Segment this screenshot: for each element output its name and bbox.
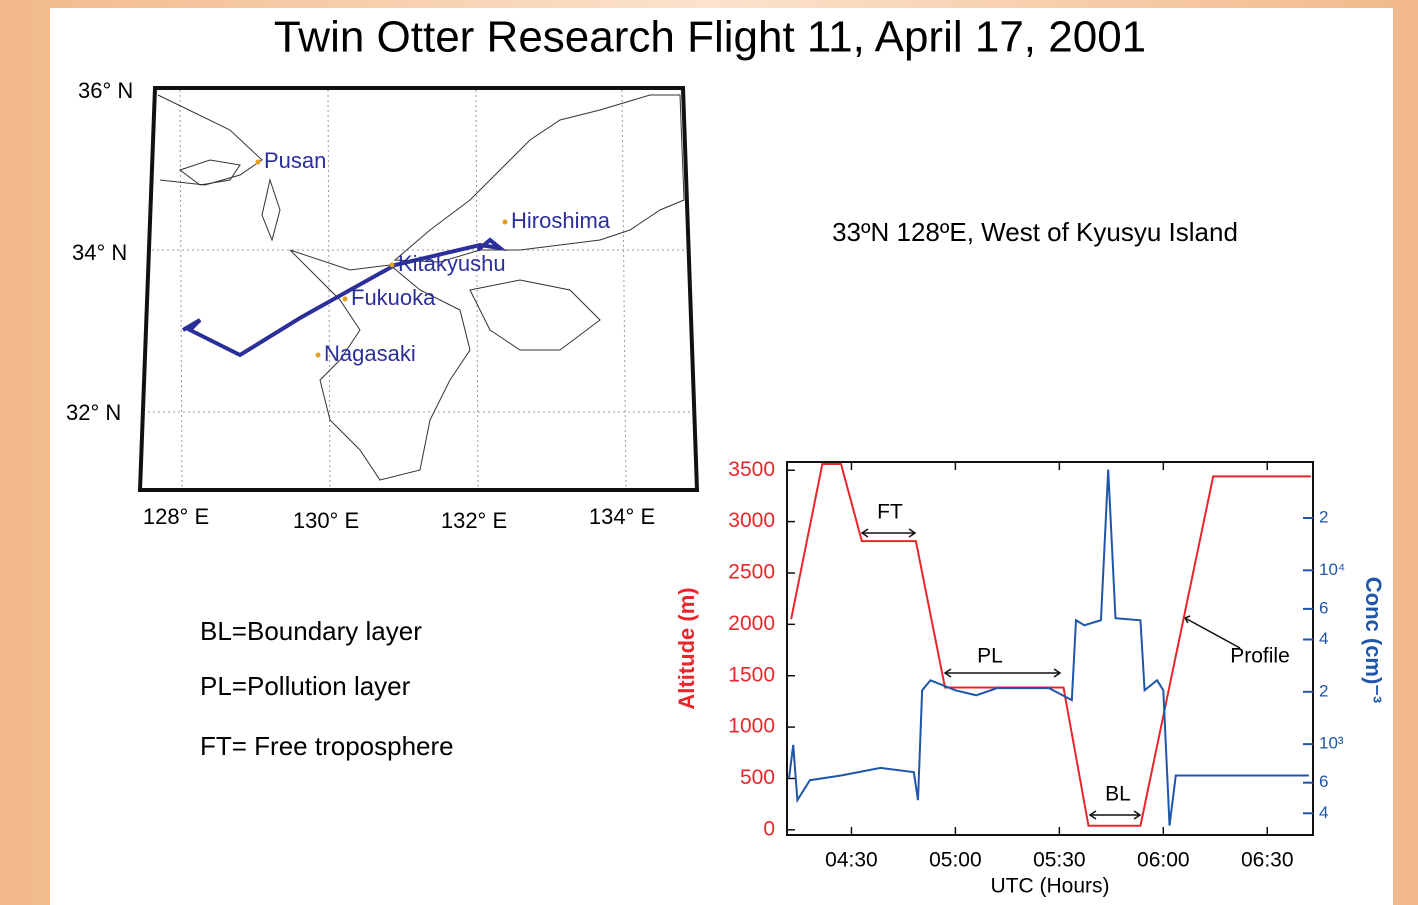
annotation-arrows [860, 528, 1241, 820]
y-tick-label: 500 [740, 766, 775, 789]
y-tick-label: 1500 [728, 663, 775, 686]
y2-tick-label: 6 [1319, 772, 1328, 791]
y2-tick-label: 4 [1319, 629, 1328, 648]
x-tick-label: 05:00 [929, 849, 982, 872]
x-tick-label: 06:00 [1137, 849, 1190, 872]
y2-tick-label: 10⁴ [1319, 560, 1345, 579]
y2-tick-label: 4 [1319, 803, 1328, 822]
definition: PL=Pollution layer [200, 671, 411, 701]
y-axis-label: Altitude (m) [674, 587, 699, 709]
annotation: Profile [1230, 645, 1290, 668]
y-tick-label: 2500 [728, 561, 775, 584]
city-label: Hiroshima [511, 208, 611, 233]
map-frame [137, 86, 700, 492]
y-tick-label: 1000 [728, 715, 775, 738]
x-axis-label: UTC (Hours) [991, 875, 1110, 898]
city-label: Kitakyushu [398, 251, 506, 276]
lon-label: 128° E [143, 504, 209, 529]
plot-frame [786, 461, 1314, 836]
series-line [788, 469, 1309, 826]
x-tick-label: 06:30 [1241, 849, 1294, 872]
coastline [157, 94, 685, 481]
location: 33ºN 128ºE, West of Kyusyu Island [832, 217, 1238, 247]
city-label: Pusan [264, 148, 326, 173]
y-tick-label: 3000 [728, 509, 775, 532]
definition: FT= Free troposphere [200, 731, 454, 761]
map-grid [148, 89, 692, 491]
x-tick-label: 04:30 [825, 849, 878, 872]
y-tick-label: 3500 [728, 458, 775, 481]
y2-tick-label: 2 [1319, 507, 1328, 526]
y2-tick-label: 2 [1319, 681, 1328, 700]
title: Twin Otter Research Flight 11, April 17,… [274, 13, 1146, 62]
city-dot [315, 352, 321, 358]
city-dot [342, 296, 348, 302]
map [137, 86, 700, 492]
city-dot [389, 262, 395, 268]
city-dot [255, 159, 261, 165]
y-tick-label: 0 [763, 817, 775, 840]
y2-axis-label: Conc (cm)⁻³ [1361, 577, 1386, 704]
flight-track [181, 237, 508, 358]
lon-label: 132° E [441, 508, 507, 533]
lat-label: 32° N [66, 400, 121, 425]
y2-tick-label: 6 [1319, 598, 1328, 617]
panel [50, 8, 1393, 905]
y-tick-label: 2000 [728, 612, 775, 635]
lon-label: 130° E [293, 508, 359, 533]
annotation: PL [977, 645, 1003, 668]
annotation: BL [1105, 783, 1131, 806]
city-label: Nagasaki [324, 341, 416, 366]
lat-label: 34° N [72, 240, 127, 265]
lon-label: 134° E [589, 504, 655, 529]
y2-tick-label: 10³ [1319, 734, 1344, 753]
city-dot [502, 219, 508, 225]
annotation: FT [877, 501, 903, 524]
city-label: Fukuoka [351, 285, 436, 310]
x-tick-label: 05:30 [1033, 849, 1086, 872]
definition: BL=Boundary layer [200, 616, 422, 646]
lat-label: 36° N [78, 78, 133, 103]
